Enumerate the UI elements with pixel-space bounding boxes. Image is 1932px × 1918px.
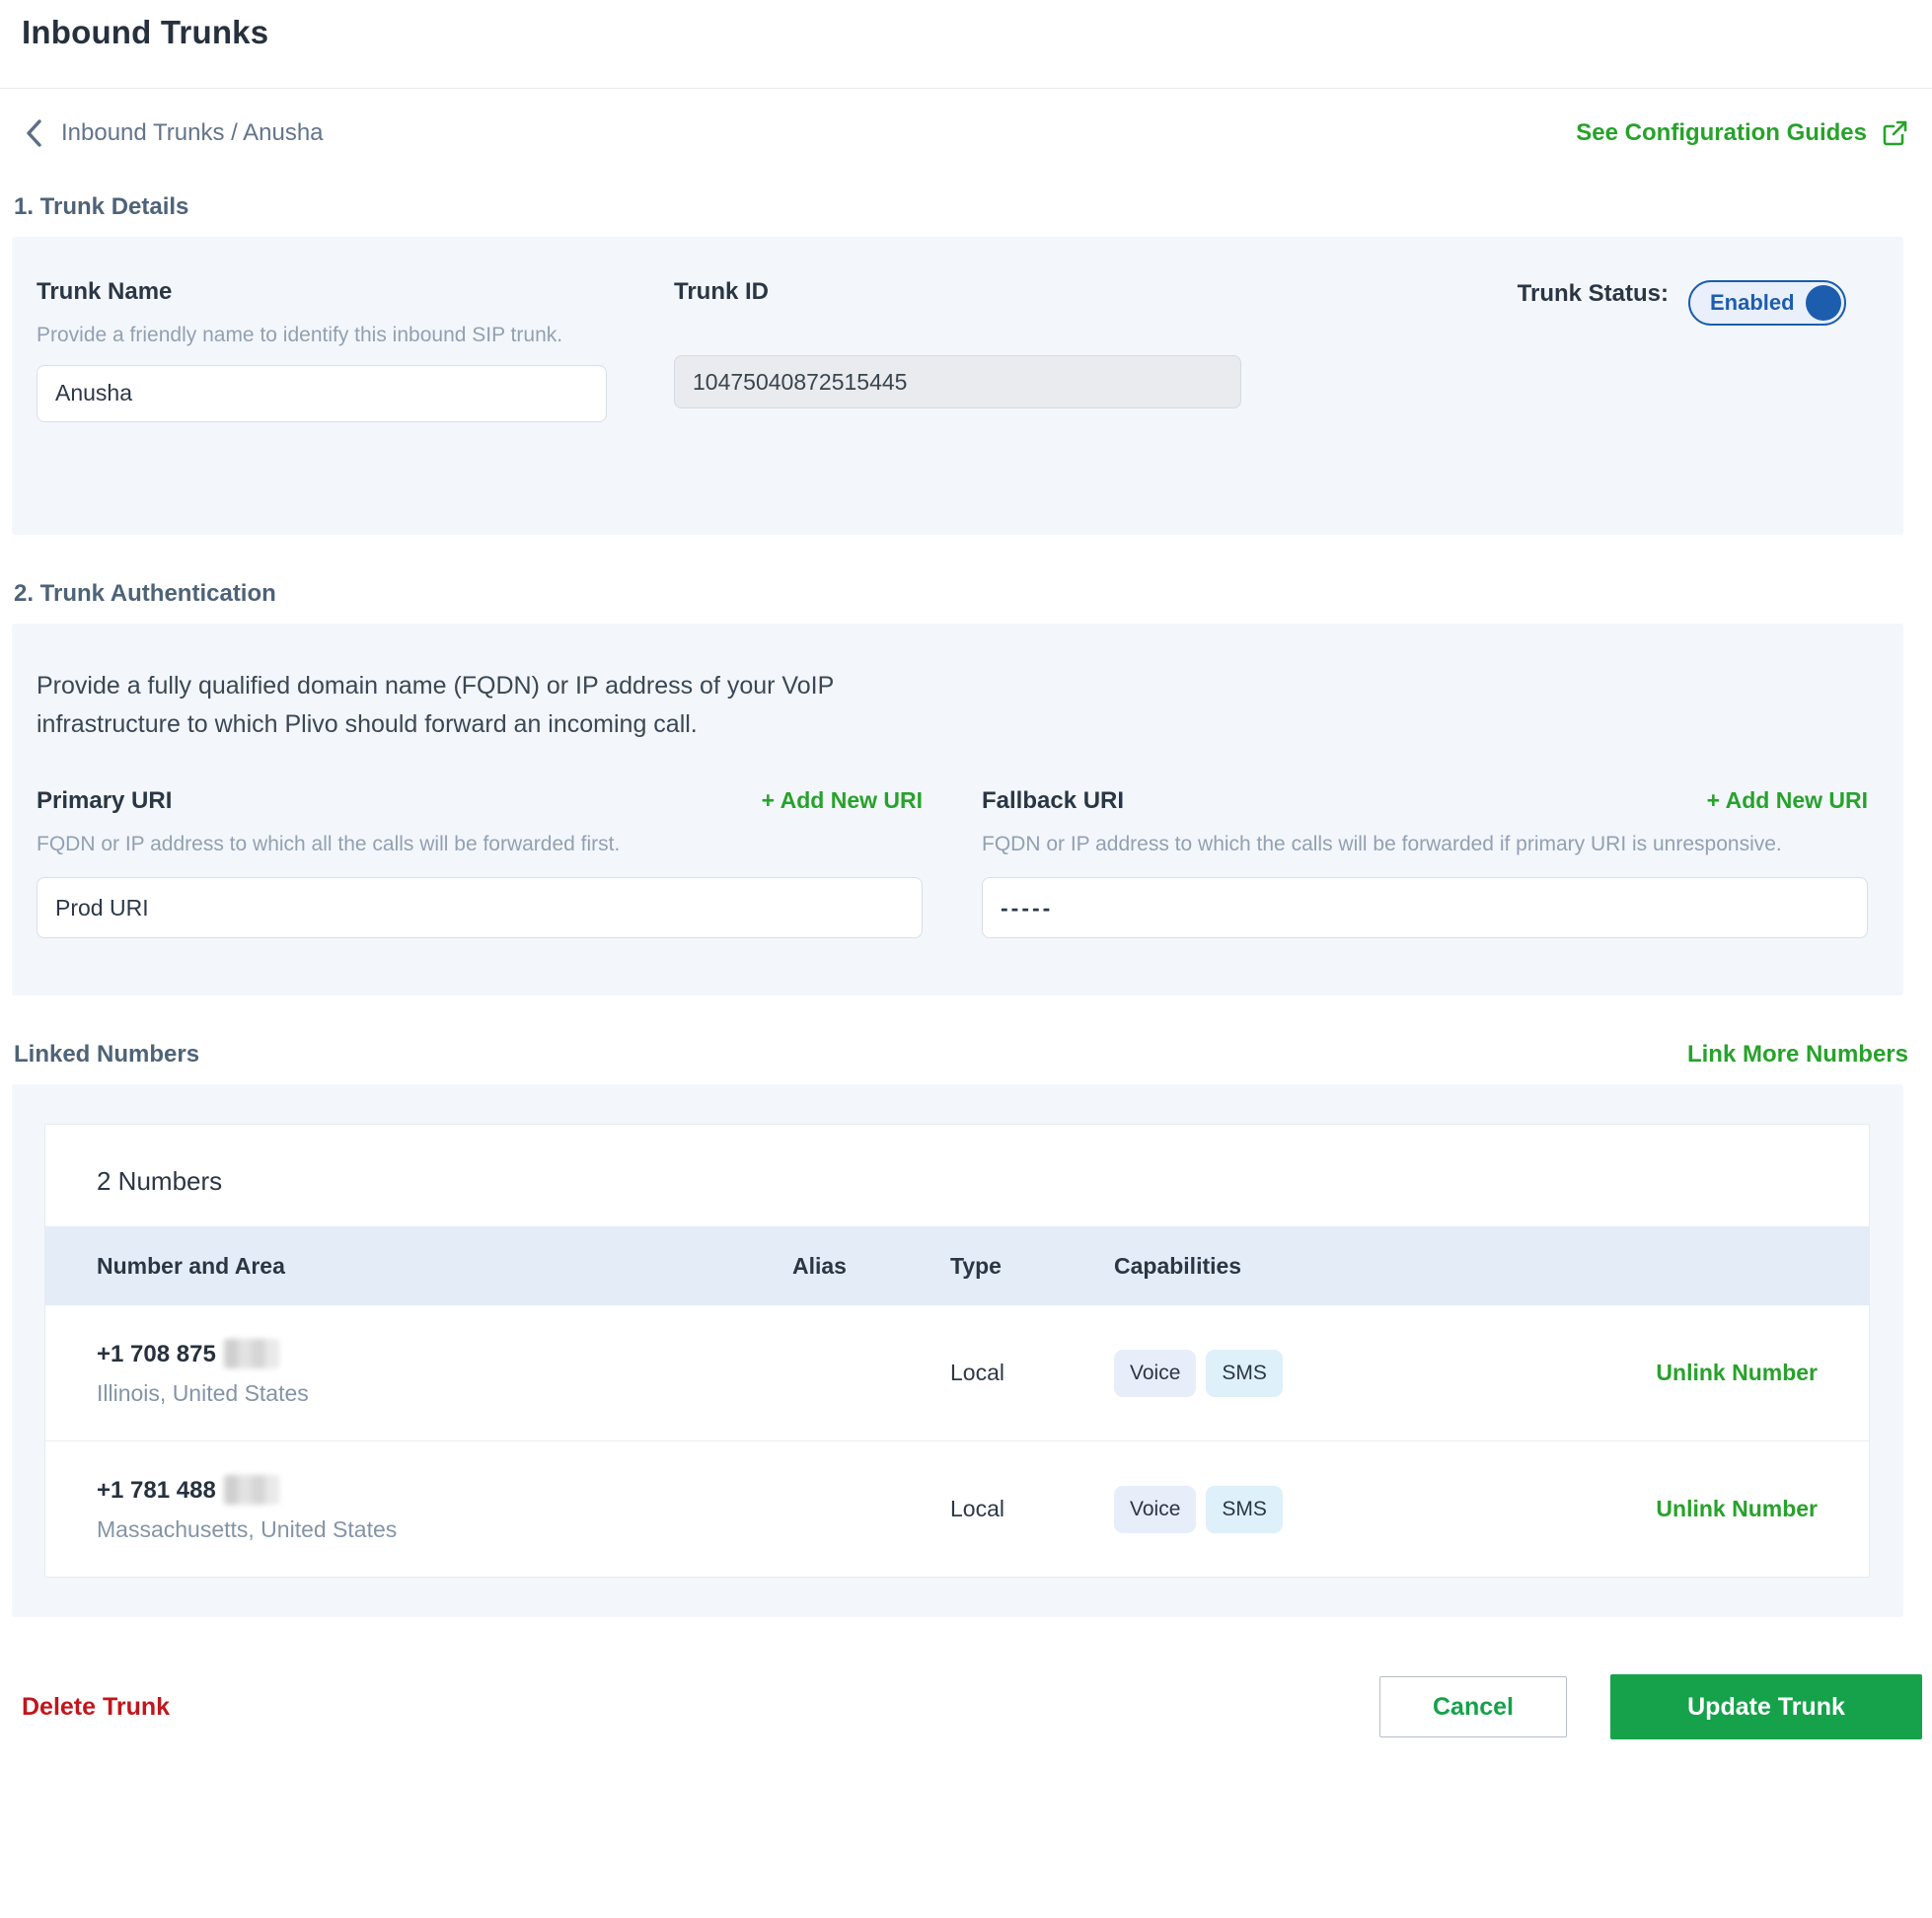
- type-cell: Local: [950, 1360, 1004, 1385]
- trunk-auth-section-heading: 2. Trunk Authentication: [14, 580, 1908, 608]
- linked-numbers-title: Linked Numbers: [14, 1041, 200, 1068]
- type-cell: Local: [950, 1496, 1004, 1521]
- redacted-digits: [223, 1339, 279, 1368]
- trunk-id-value: 10475040872515445: [674, 355, 1241, 408]
- numbers-table-header: Number and Area Alias Type Capabilities: [45, 1226, 1869, 1305]
- trunk-name-input[interactable]: [37, 364, 607, 422]
- breadcrumb-path: Inbound Trunks / Anusha: [61, 119, 324, 146]
- page-title: Inbound Trunks: [22, 14, 269, 50]
- linked-numbers-panel: 2 Numbers Number and Area Alias Type Cap…: [12, 1084, 1903, 1617]
- trunk-status-toggle[interactable]: Enabled: [1688, 280, 1846, 326]
- trunk-auth-panel: Provide a fully qualified domain name (F…: [12, 624, 1903, 996]
- page-header: Inbound Trunks: [0, 0, 1932, 89]
- primary-uri-input[interactable]: [37, 877, 923, 938]
- column-capabilities: Capabilities: [1114, 1252, 1242, 1279]
- unlink-number-link[interactable]: Unlink Number: [1656, 1496, 1818, 1521]
- trunk-status-label: Trunk Status:: [1517, 280, 1669, 307]
- voice-capability-badge: Voice: [1114, 1349, 1197, 1397]
- trunk-auth-title: 2. Trunk Authentication: [14, 580, 276, 607]
- footer-actions: Cancel Update Trunk: [1379, 1674, 1922, 1739]
- uri-grid: Primary URI + Add New URI FQDN or IP add…: [37, 786, 1868, 938]
- external-link-icon: [1881, 119, 1908, 147]
- fallback-uri-group: Fallback URI + Add New URI FQDN or IP ad…: [982, 786, 1868, 938]
- unlink-number-link[interactable]: Unlink Number: [1656, 1360, 1818, 1385]
- chevron-left-icon[interactable]: [24, 118, 45, 148]
- primary-uri-help: FQDN or IP address to which all the call…: [37, 832, 621, 855]
- number-and-area-cell: +1 781 488 Massachusetts, United States: [97, 1475, 792, 1543]
- numbers-count: 2 Numbers: [97, 1166, 223, 1196]
- primary-add-new-uri-link[interactable]: + Add New URI: [761, 787, 923, 813]
- delete-trunk-link[interactable]: Delete Trunk: [22, 1692, 171, 1721]
- column-type: Type: [950, 1252, 1002, 1279]
- capabilities-cell: Voice SMS: [1114, 1485, 1622, 1533]
- trunk-status-group: Trunk Status: Enabled: [1518, 278, 1846, 495]
- cancel-button[interactable]: Cancel: [1379, 1676, 1567, 1737]
- toggle-knob: [1806, 285, 1841, 321]
- phone-number: +1 781 488: [97, 1477, 216, 1504]
- footer-action-bar: Delete Trunk Cancel Update Trunk: [0, 1674, 1932, 1739]
- update-trunk-button[interactable]: Update Trunk: [1610, 1674, 1922, 1739]
- phone-number: +1 708 875: [97, 1341, 216, 1367]
- topbar: Inbound Trunks / Anusha See Configuratio…: [0, 89, 1932, 148]
- redacted-digits: [223, 1475, 279, 1505]
- trunk-name-label: Trunk Name: [37, 278, 173, 305]
- trunk-name-field-group: Trunk Name Provide a friendly name to id…: [37, 278, 607, 495]
- fallback-uri-help: FQDN or IP address to which the calls wi…: [982, 832, 1782, 855]
- capabilities-cell: Voice SMS: [1114, 1349, 1622, 1397]
- fallback-uri-input[interactable]: [982, 877, 1868, 938]
- phone-area: Massachusetts, United States: [97, 1516, 398, 1542]
- number-and-area-cell: +1 708 875 Illinois, United States: [97, 1339, 792, 1407]
- linked-numbers-heading-row: Linked Numbers Link More Numbers: [14, 1041, 1908, 1069]
- fallback-add-new-uri-link[interactable]: + Add New URI: [1706, 787, 1868, 813]
- trunk-id-label: Trunk ID: [674, 278, 770, 305]
- fallback-uri-label: Fallback URI: [982, 786, 1125, 814]
- see-configuration-guides-link[interactable]: See Configuration Guides: [1576, 119, 1908, 147]
- trunk-details-section-heading: 1. Trunk Details: [14, 193, 1908, 221]
- trunk-status-state-label: Enabled: [1710, 290, 1795, 315]
- primary-uri-group: Primary URI + Add New URI FQDN or IP add…: [37, 786, 923, 938]
- table-row: +1 708 875 Illinois, United States Local…: [45, 1305, 1869, 1440]
- see-configuration-guides-label: See Configuration Guides: [1576, 119, 1867, 146]
- sms-capability-badge: SMS: [1206, 1349, 1283, 1397]
- link-more-numbers-link[interactable]: Link More Numbers: [1686, 1041, 1908, 1068]
- trunk-details-title: 1. Trunk Details: [14, 193, 189, 220]
- breadcrumb[interactable]: Inbound Trunks / Anusha: [24, 118, 324, 148]
- trunk-details-panel: Trunk Name Provide a friendly name to id…: [12, 237, 1903, 535]
- trunk-id-field-group: Trunk ID 10475040872515445: [674, 278, 1241, 495]
- numbers-card: 2 Numbers Number and Area Alias Type Cap…: [44, 1124, 1870, 1578]
- phone-area: Illinois, United States: [97, 1380, 309, 1406]
- sms-capability-badge: SMS: [1206, 1485, 1283, 1533]
- table-row: +1 781 488 Massachusetts, United States …: [45, 1440, 1869, 1577]
- column-alias: Alias: [792, 1252, 847, 1279]
- trunk-name-help: Provide a friendly name to identify this…: [37, 324, 563, 346]
- primary-uri-label: Primary URI: [37, 786, 173, 814]
- column-number-and-area: Number and Area: [97, 1252, 285, 1279]
- voice-capability-badge: Voice: [1114, 1485, 1197, 1533]
- trunk-auth-description: Provide a fully qualified domain name (F…: [37, 672, 834, 738]
